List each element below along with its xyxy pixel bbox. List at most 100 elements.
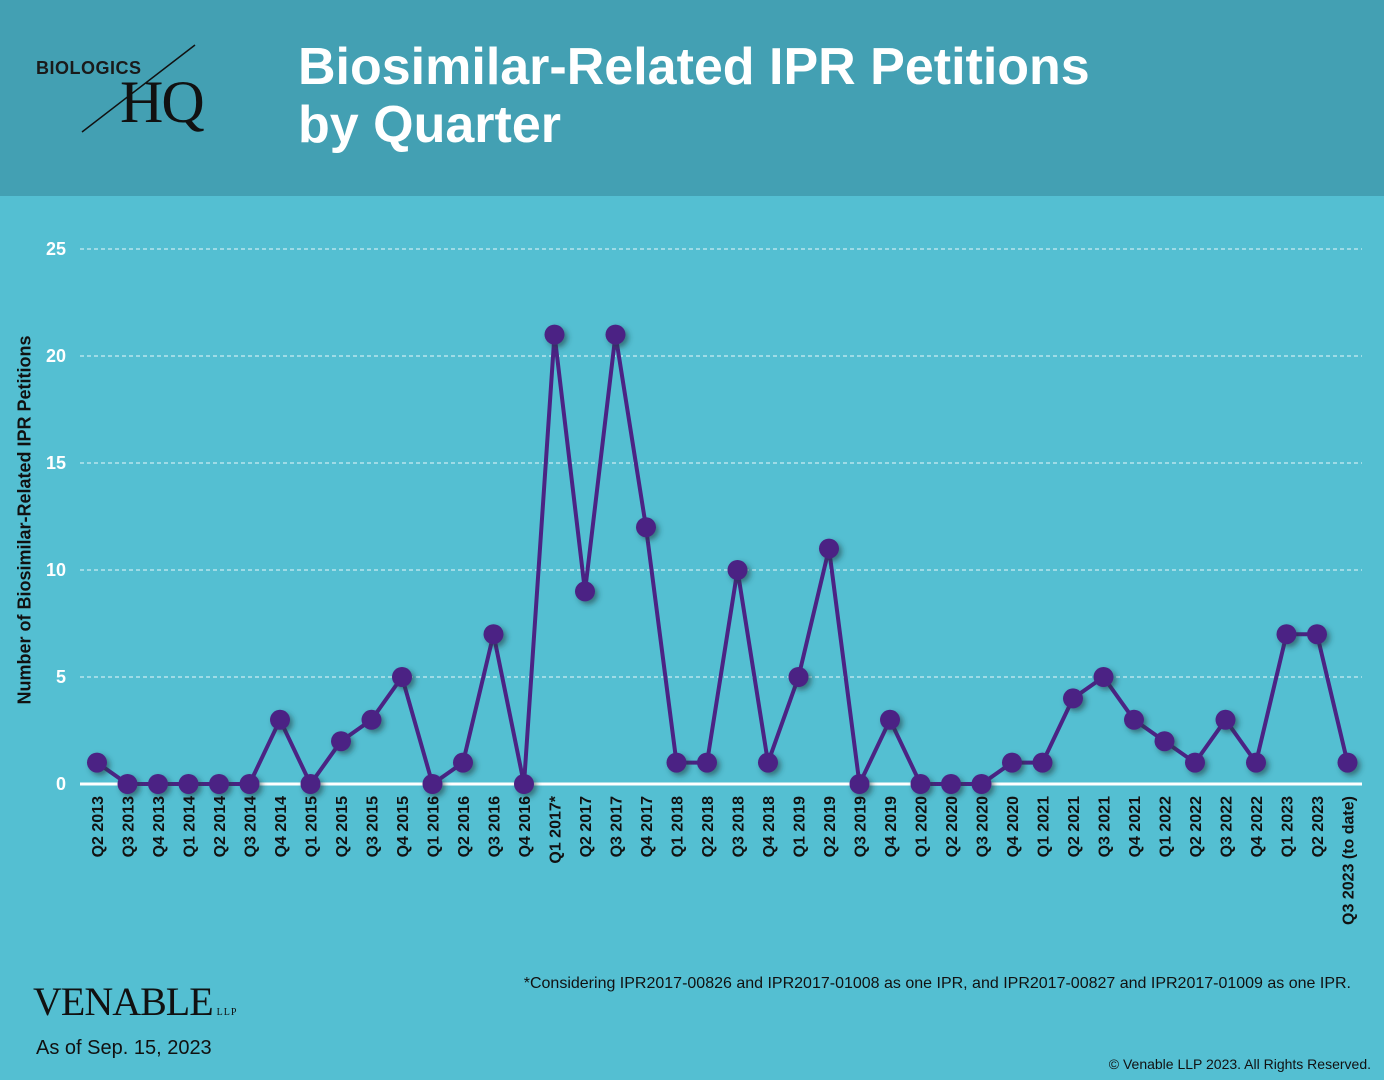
x-tick-label: Q1 2022 [1158,796,1175,857]
x-tick-label: Q3 2023 (to date) [1341,796,1358,925]
x-tick-label: Q2 2016 [456,796,473,857]
x-tick-label: Q3 2018 [731,796,748,857]
data-point [148,774,168,794]
data-point [605,324,626,345]
data-point [544,324,565,345]
x-tick-label: Q1 2023 [1280,796,1297,857]
data-point [87,752,107,773]
x-tick-label: Q2 2019 [822,796,839,857]
data-point [392,667,412,687]
x-tick-label: Q2 2014 [212,796,229,857]
x-tick-label: Q1 2018 [670,796,687,857]
data-point [727,560,748,580]
logo-hq-text: HQ [120,69,205,135]
x-tick-label: Q4 2016 [517,796,534,857]
data-point [666,752,687,773]
x-tick-label: Q1 2021 [1036,796,1053,857]
data-point [270,709,290,730]
data-point [483,624,504,645]
data-point [849,774,870,794]
data-point [575,581,595,602]
title-line-2: by Quarter [298,96,561,154]
data-point [910,774,931,794]
y-tick-label: 10 [46,560,66,580]
data-point [941,774,961,794]
data-point [1337,752,1358,773]
footnote: *Considering IPR2017-00826 and IPR2017-0… [523,975,1351,992]
x-tick-label: Q1 2014 [182,796,199,857]
data-point [1246,752,1266,773]
y-tick-labels: 0 5 10 15 20 25 [46,239,66,794]
data-point [1063,688,1083,709]
x-tick-label: Q4 2020 [1005,796,1022,857]
x-tick-label: Q3 2022 [1219,796,1236,857]
x-tick-label: Q3 2015 [365,796,382,857]
grid-lines [80,248,1362,786]
x-tick-label: Q2 2018 [700,796,717,857]
data-point [453,752,473,773]
x-tick-label: Q3 2019 [853,796,870,857]
x-tick-label: Q4 2014 [273,796,290,857]
x-tick-label: Q2 2017 [578,796,595,857]
data-point [239,774,260,794]
data-point [788,667,809,687]
x-tick-label: Q3 2013 [121,796,138,857]
x-tick-label: Q1 2020 [914,796,931,857]
x-tick-label: Q4 2021 [1127,796,1144,857]
data-point [1185,752,1205,773]
page-title: Biosimilar-Related IPR Petitions by Quar… [298,38,1090,154]
data-point [1032,752,1053,773]
data-point [636,517,656,538]
x-tick-label: Q1 2016 [426,796,443,857]
x-tick-label: Q4 2015 [395,796,412,857]
logo-slash-icon [81,44,196,133]
x-tick-label: Q2 2015 [334,796,351,857]
x-tick-label: Q3 2014 [243,796,260,857]
x-tick-label: Q3 2017 [609,796,626,857]
y-tick-label: 25 [46,239,66,259]
data-point [1002,752,1022,773]
x-tick-label: Q2 2020 [944,796,961,857]
logo-biologics-text: BIOLOGICS [36,58,142,78]
x-tick-label: Q2 2022 [1188,796,1205,857]
x-tick-label: Q1 2019 [792,796,809,857]
data-point [331,731,351,752]
data-point [697,752,717,773]
series-points [87,324,1358,794]
y-tick-label: 20 [46,346,66,366]
data-point [514,774,534,794]
data-point [1124,709,1144,730]
x-tick-label: Q3 2020 [975,796,992,857]
x-tick-label: Q1 2017* [548,795,565,863]
x-tick-label: Q4 2019 [883,796,900,857]
venable-logo: VENABLE LLP [33,978,237,1025]
x-tick-label: Q4 2017 [639,796,656,857]
data-point [422,774,443,794]
data-point [209,774,229,794]
x-tick-label: Q1 2015 [304,796,321,857]
venable-brand-text: VENABLE [33,979,214,1024]
data-point [1093,667,1114,687]
header-banner: BIOLOGICS HQ Biosimilar-Related IPR Peti… [0,0,1384,196]
title-line-1: Biosimilar-Related IPR Petitions [298,38,1090,96]
x-tick-label: Q2 2021 [1066,796,1083,857]
as-of-date: As of Sep. 15, 2023 [36,1037,212,1059]
y-tick-label: 15 [46,453,66,473]
x-tick-label: Q4 2018 [761,796,778,857]
data-point [758,752,778,773]
x-tick-label: Q3 2016 [487,796,504,857]
x-tick-label: Q2 2023 [1310,796,1327,857]
data-point [1215,709,1236,730]
data-point [178,774,199,794]
data-point [971,774,992,794]
data-point [300,774,321,794]
x-tick-labels: Q2 2013 Q3 2013 Q4 2013 Q1 2014 Q2 2014 Q3 20… [90,795,1358,925]
x-tick-label: Q2 2013 [90,796,107,857]
y-tick-label: 5 [56,667,66,687]
data-point [880,709,900,730]
data-point [1154,731,1175,752]
y-tick-label: 0 [56,774,66,794]
x-tick-label: Q3 2021 [1097,796,1114,857]
data-point [1276,624,1297,645]
